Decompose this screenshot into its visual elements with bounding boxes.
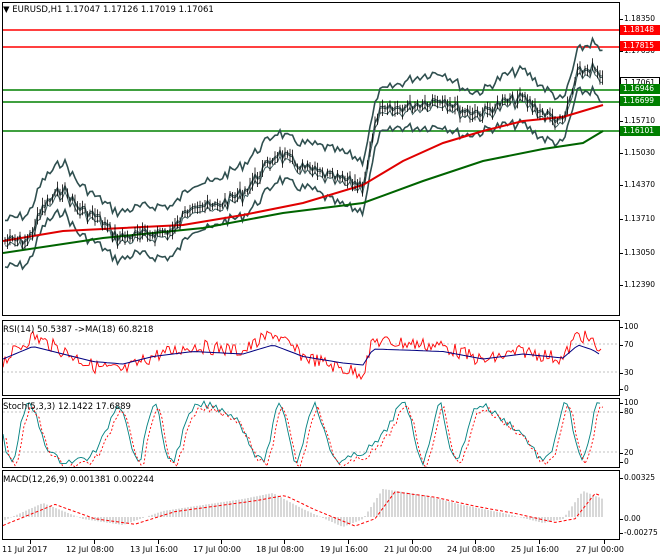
stochastic-canvas <box>3 400 619 467</box>
macd-tick-bottom: -0.00275 <box>620 528 658 537</box>
price-tick: 1.14370 <box>619 180 656 189</box>
time-tick-mark <box>284 540 285 544</box>
stoch-tick-100: 100 <box>619 398 639 407</box>
price-tick: 1.15710 <box>619 116 656 125</box>
macd-tick-zero: 0.00 <box>620 514 641 523</box>
level-label-green-3: 1.16101 <box>620 126 660 136</box>
time-tick-mark <box>539 540 540 544</box>
price-tick: 1.18350 <box>619 14 656 23</box>
time-tick-mark <box>348 540 349 544</box>
rsi-tick-30: 30 <box>620 368 634 377</box>
price-tick: 1.13710 <box>619 214 656 223</box>
ma-fan-line <box>4 62 603 246</box>
time-tick-mark <box>475 540 476 544</box>
ma-red-line <box>3 104 604 242</box>
collapse-triangle-icon[interactable]: ▼ <box>3 5 10 15</box>
stochastic-label: Stoch(5,3,3) 12.1422 17.6889 <box>3 402 131 412</box>
price-tick: 1.15030 <box>619 148 656 157</box>
rsi-tick-100: 100 <box>619 322 639 331</box>
stoch-tick-0: 0 <box>620 457 629 466</box>
macd-axis: 0.00325 0.00 -0.00275 <box>619 470 660 540</box>
time-tick-label: 13 Jul 16:00 <box>130 545 178 554</box>
time-tick-mark <box>94 540 95 544</box>
stoch-signal-line <box>5 404 604 467</box>
time-tick-label: 17 Jul 00:00 <box>193 545 241 554</box>
macd-label: MACD(12,26,9) 0.001381 0.002244 <box>3 475 155 485</box>
bollinger-lower-band <box>4 84 603 271</box>
rsi-tick-70: 70 <box>620 340 634 349</box>
ma-green-line <box>3 130 604 254</box>
stochastic-pane[interactable] <box>2 398 620 468</box>
price-tick: 1.13050 <box>619 248 656 257</box>
price-chart-canvas <box>3 29 619 271</box>
time-tick-mark <box>221 540 222 544</box>
macd-canvas <box>3 489 603 527</box>
level-label-green-1: 1.16946 <box>620 84 660 94</box>
rsi-line <box>3 330 602 381</box>
time-tick-label: 25 Jul 16:00 <box>511 545 559 554</box>
stoch-tick-20: 20 <box>620 448 634 457</box>
time-tick-label: 18 Jul 08:00 <box>256 545 304 554</box>
rsi-label: RSI(14) 50.5387 ->MA(18) 60.8218 <box>3 325 154 335</box>
bollinger-upper-band <box>5 36 603 222</box>
level-label-red-second: 1.17815 <box>620 41 660 51</box>
rsi-tick-0: 0 <box>620 384 629 393</box>
time-tick-mark <box>604 540 605 544</box>
rsi-ma-line <box>3 344 600 366</box>
ma-fan-line <box>4 61 603 245</box>
time-tick-label: 27 Jul 00:00 <box>576 545 624 554</box>
time-tick-mark <box>158 540 159 544</box>
stochastic-axis: 100 80 20 0 <box>619 398 660 468</box>
level-label-red-top: 1.18148 <box>620 25 660 35</box>
macd-signal-line <box>3 491 600 527</box>
time-tick-label: 19 Jul 16:00 <box>320 545 368 554</box>
rsi-pane[interactable] <box>2 320 620 396</box>
time-tick-label: 11 Jul 2017 <box>2 545 48 554</box>
level-label-green-2: 1.16699 <box>620 96 660 106</box>
rsi-axis: 100 70 30 0 <box>619 320 660 396</box>
time-tick-label: 21 Jul 00:00 <box>384 545 432 554</box>
time-tick-mark <box>30 540 31 544</box>
time-tick-mark <box>412 540 413 544</box>
macd-tick-top: 0.00325 <box>619 473 656 482</box>
stoch-tick-80: 80 <box>620 407 634 416</box>
price-tick: 1.12390 <box>619 280 656 289</box>
stoch-main-line <box>3 400 601 467</box>
macd-pane[interactable] <box>2 470 620 540</box>
time-tick-label: 12 Jul 08:00 <box>66 545 114 554</box>
price-chart-pane[interactable] <box>2 2 620 316</box>
time-tick-label: 24 Jul 08:00 <box>447 545 495 554</box>
rsi-canvas <box>3 330 619 381</box>
chart-symbol-header: ▼ EURUSD,H1 1.17047 1.17126 1.17019 1.17… <box>3 5 214 15</box>
